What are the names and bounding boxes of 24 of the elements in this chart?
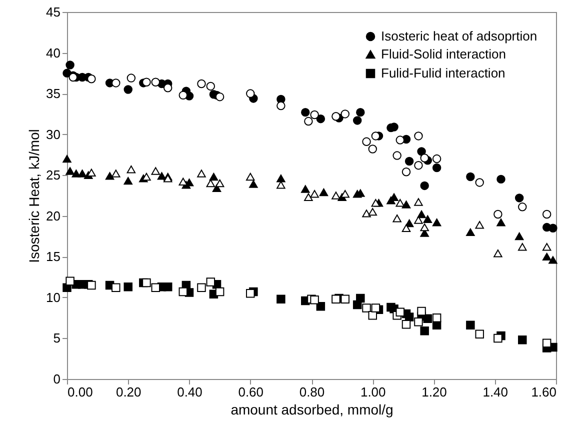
y-tick-label: 25 [46,168,60,183]
y-tick-label: 35 [46,86,60,102]
x-tick-label: 1.60 [531,384,556,400]
y-tick-label: 10 [46,290,60,305]
y-tick-label: 45 [46,4,60,20]
x-tick-label: 1.20 [422,384,447,400]
x-tick-label: 0.00 [68,384,93,400]
x-tick-label: 1.00 [360,384,386,400]
x-tick-label: 0.60 [238,384,264,400]
y-tick-label: 40 [46,45,60,60]
y-tick-label: 0 [53,372,60,386]
x-tick-label: 0.80 [299,384,325,400]
legend-label: Fulid-Fulid interaction [381,66,506,80]
legend-label: Isosteric heat of adsoprtion [381,28,538,44]
y-tick-label: 20 [46,208,60,224]
x-tick-label: 1.40 [482,384,508,400]
y-tick-label: 30 [46,126,60,142]
y-tick-label: 15 [46,249,60,264]
legend-label: Fluid-Solid interaction [381,46,506,62]
y-tick-label: 5 [53,330,60,346]
y-axis-title: Isosteric Heat, kJ/mol [26,129,42,263]
x-tick-label: 0.40 [177,384,202,400]
x-axis-title: amount adsorbed, mmol/g [230,402,394,418]
x-tick-label: 0.20 [116,384,142,400]
